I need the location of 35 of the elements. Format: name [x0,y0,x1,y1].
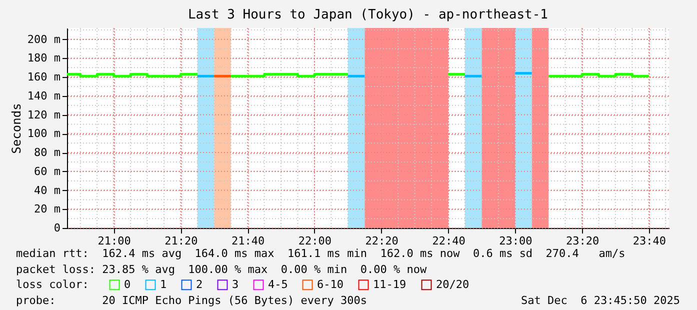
text: packet loss: 23.85 % avg 100.00 % max 0.00 % min 0.00 % now [16,263,427,276]
legend-label: 0 [124,278,131,291]
y-tick-label: 200 m [27,32,61,46]
x-tick-label: 21:40 [232,234,265,248]
y-tick-label: 100 m [27,127,61,140]
legend-label: 6-10 [317,278,344,291]
y-tick-label: 180 m [27,52,61,65]
text: median rtt: 162.4 ms avg 164.0 ms max 161.1 ms min 162.0 ms now 0.6 ms sd 270.4 am/s [16,247,626,260]
y-tick-label: 20 m [34,202,61,216]
x-tick-label: 22:00 [298,234,332,248]
legend-label: 3 [232,278,239,291]
chart-title: Last 3 Hours to Japan (Tokyo) - ap-northeast-1 [188,8,548,22]
y-tick-label: 40 m [34,184,61,197]
y-tick-label: 60 m [34,164,61,178]
x-tick-label: 22:40 [432,234,466,248]
text: Sat Dec 6 23:45:50 2025 [521,294,680,307]
legend-label: 20/20 [436,278,470,291]
y-tick-label: 0 [54,222,60,234]
y-tick-label: 160 m [27,70,61,84]
y-tick-label: 140 m [27,89,61,102]
x-tick-label: 23:00 [499,234,532,248]
y-tick-label: 80 m [34,146,61,160]
y-axis-title: Seconds [9,103,24,154]
x-tick-label: 21:00 [98,234,131,248]
legend-label: 1 [160,278,167,291]
legend-title: loss color: [16,278,89,291]
legend-label: 2 [196,278,203,291]
x-tick-label: 21:20 [164,234,198,248]
x-tick-label: 22:20 [365,234,398,248]
legend-label: 4-5 [268,278,288,291]
x-tick-label: 23:20 [566,234,600,248]
y-tick-label: 120 m [27,108,61,122]
x-tick-label: 23:40 [632,234,666,248]
legend-label: 11-19 [373,278,406,291]
text: probe: 20 ICMP Echo Pings (56 Bytes) every 300s [16,294,367,307]
